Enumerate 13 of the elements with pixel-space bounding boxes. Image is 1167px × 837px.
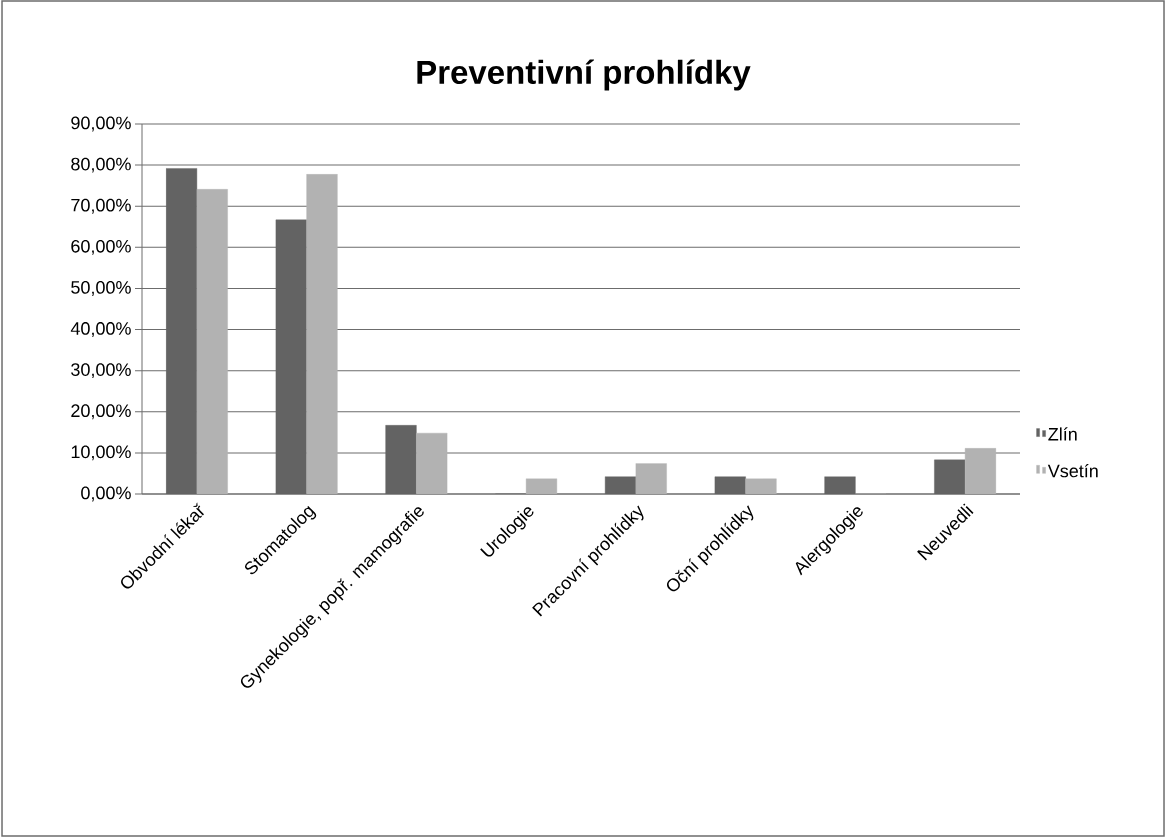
legend-label: Vsetín	[1047, 463, 1098, 478]
legend-label: Zlín	[1048, 427, 1077, 441]
y-tick-label: 0,00%	[81, 486, 131, 502]
y-tick-label: 90,00%	[71, 116, 131, 132]
y-tick-label: 10,00%	[71, 445, 131, 461]
y-tick-label: 50,00%	[71, 280, 131, 296]
y-tick-label: 20,00%	[71, 404, 131, 420]
chart-title: Preventivní prohlídky	[417, 59, 751, 91]
y-tick-label: 30,00%	[71, 363, 131, 379]
y-tick-label: 40,00%	[70, 322, 131, 337]
y-tick-label: 60,00%	[71, 239, 131, 255]
y-tick-label: 80,00%	[71, 157, 131, 173]
y-tick-label: 70,00%	[71, 198, 131, 214]
